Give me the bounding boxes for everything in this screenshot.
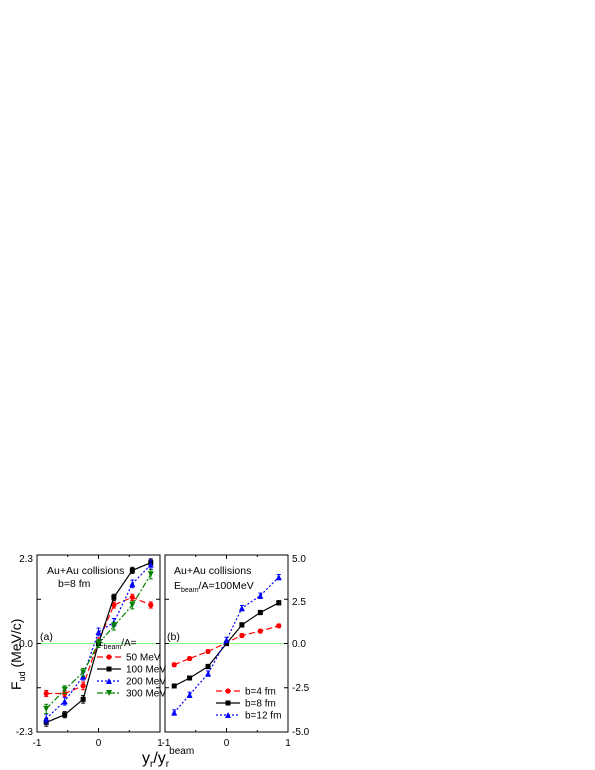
panel-b-ytick-label-2p5: 2.5 bbox=[292, 597, 306, 608]
panel-b-legend-marker-1 bbox=[225, 700, 231, 706]
panel-a-legend-label-3: 300 MeV bbox=[126, 689, 166, 700]
panel-b-series-2-point-5 bbox=[257, 592, 264, 599]
panel-b-series-0-point-6 bbox=[276, 623, 282, 629]
panel-b-title-line2: Ebeam/A=100MeV bbox=[174, 580, 254, 594]
panel-a-series-2-point-5 bbox=[129, 580, 136, 587]
panel-a-ytick-label-zero: 0.0 bbox=[19, 639, 33, 650]
panel-a-title-line1: Au+Au collisions bbox=[47, 565, 124, 577]
panel-a-legend-label-2: 200 MeV bbox=[126, 677, 166, 688]
panel-a-legend-title: Ebeam/A= bbox=[97, 638, 137, 651]
panel-b-series-0-point-0 bbox=[171, 662, 177, 668]
panel-b-legend-label-2: b=12 fm bbox=[245, 711, 281, 722]
panel-a-series-1-point-5 bbox=[129, 567, 135, 573]
panel-b-series-2-point-4 bbox=[238, 605, 245, 612]
panel-b-ytick-label-m5: -5.0 bbox=[292, 727, 310, 738]
panel-a-xtick-label-m1: -1 bbox=[33, 738, 42, 749]
x-axis-title: yr/yrbeam bbox=[142, 746, 194, 770]
panel-a-legend-label-0: 50 MeV bbox=[126, 653, 161, 664]
panel-b-series-1-point-3 bbox=[224, 641, 229, 646]
panel-b-ytick-label-5: 5.0 bbox=[292, 554, 306, 565]
panel-b-series-0-point-2 bbox=[205, 648, 211, 655]
panel-a-series-0-point-0 bbox=[43, 690, 49, 697]
panel-a-tag: (a) bbox=[40, 631, 53, 643]
panel-a-series bbox=[43, 558, 154, 727]
panel-b-ytick-label-0: 0.0 bbox=[292, 639, 306, 650]
panel-a-series-0-point-2 bbox=[80, 683, 86, 689]
panel-b-series-1-point-6 bbox=[276, 600, 282, 606]
panel-a-series-2-point-1 bbox=[61, 698, 68, 705]
panel-b-series-1-point-1 bbox=[187, 675, 193, 681]
axis-ticks bbox=[36, 554, 289, 733]
y-axis-title: Fud (MeV/c) bbox=[8, 619, 27, 690]
panel-a-series-0-point-4 bbox=[111, 602, 117, 608]
panel-b-series-1-point-0 bbox=[171, 683, 177, 689]
panel-a-xtick-label-0: 0 bbox=[96, 738, 102, 749]
panel-b-series-1-point-5 bbox=[257, 610, 263, 616]
panel-a-series-3-point-5 bbox=[129, 602, 136, 609]
panel-a-legend-marker-2 bbox=[106, 678, 112, 684]
panel-b-series-0-point-5 bbox=[257, 628, 263, 634]
panel-a-series-3-point-6 bbox=[147, 571, 154, 578]
panel-b-series-1-point-2 bbox=[205, 664, 211, 670]
panel-a-series-0-point-5 bbox=[129, 594, 135, 600]
panel-b-legend-marker-2 bbox=[225, 712, 231, 718]
panel-a-series-3-point-3 bbox=[95, 640, 102, 647]
panel-a-ytick-label-top: 2.3 bbox=[19, 554, 33, 565]
panel-b-title-line1: Au+Au collisions bbox=[174, 565, 251, 577]
panel-b-xtick-label-1: 1 bbox=[285, 738, 291, 749]
panel-a-title-line2: b=8 fm bbox=[58, 578, 91, 590]
panel-a-series-1-point-2 bbox=[80, 696, 86, 702]
panel-b-series-0-point-4 bbox=[239, 632, 245, 639]
panel-b-series-1-point-4 bbox=[239, 622, 245, 628]
panel-b-legend-marker-0 bbox=[225, 688, 231, 694]
panel-a-legend-marker-1 bbox=[106, 666, 112, 672]
panel-a-legend-marker-0 bbox=[106, 654, 112, 660]
panel-b-series-2-point-6 bbox=[275, 574, 282, 581]
panel-b-series-2-point-1 bbox=[186, 691, 193, 698]
panel-b-series-2-point-0 bbox=[171, 709, 178, 716]
panel-a-series-2-point-3 bbox=[95, 628, 102, 635]
panel-a-series-3-point-2 bbox=[80, 669, 87, 676]
panel-b-series bbox=[171, 573, 282, 716]
panel-a-series-0-point-6 bbox=[148, 602, 154, 608]
panel-b-ytick-label-m2p5: -2.5 bbox=[292, 683, 310, 694]
panel-a-legend-marker-3 bbox=[106, 690, 112, 696]
panel-a-series-1-point-4 bbox=[111, 594, 117, 600]
panel-a-series-1-point-1 bbox=[62, 712, 68, 718]
panel-b-series-0-point-1 bbox=[187, 655, 193, 662]
panel-b-series-2-point-2 bbox=[205, 670, 212, 677]
panel-a-series-2-point-0 bbox=[43, 715, 50, 722]
panel-b-xtick-label-m1: -1 bbox=[162, 738, 171, 749]
panel-b-xtick-label-0: 0 bbox=[224, 738, 230, 749]
panel-b-legend-label-1: b=8 fm bbox=[245, 699, 276, 710]
panel-b-series-2-point-3 bbox=[223, 636, 230, 643]
panel-b-legend: b=4 fmb=8 fmb=12 fm bbox=[216, 687, 281, 722]
panel-a-series-3-point-4 bbox=[110, 623, 117, 630]
panel-a-series-3-point-1 bbox=[61, 686, 68, 693]
panel-a-legend-label-1: 100 MeV bbox=[126, 665, 166, 676]
panel-a-xtick-label-1: 1 bbox=[157, 738, 163, 749]
panel-a-series-3-point-0 bbox=[43, 705, 50, 712]
panel-b-legend-label-0: b=4 fm bbox=[245, 687, 276, 698]
panel-a-ytick-label-bottom: -2.3 bbox=[16, 727, 34, 738]
panel-a-series-2-point-6 bbox=[147, 561, 154, 568]
panel-b-tag: (b) bbox=[167, 631, 180, 643]
